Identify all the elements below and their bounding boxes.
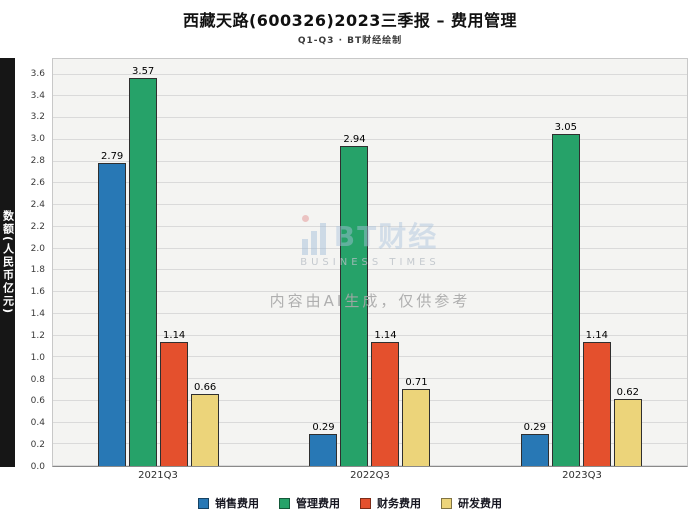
y-tick-label: 0.8 — [30, 374, 45, 385]
y-tick-label: 1.0 — [30, 352, 45, 363]
bar-value-label: 2.94 — [343, 134, 366, 146]
legend-swatch — [279, 497, 290, 509]
gridline — [53, 138, 687, 140]
bar: 0.62 — [613, 387, 642, 466]
gridline — [53, 73, 687, 75]
legend-label: 财务费用 — [377, 497, 421, 510]
gridline — [53, 291, 687, 293]
legend: 销售费用 管理费用 财务费用 研发费用 — [0, 495, 700, 511]
bar-value-label: 0.29 — [523, 422, 546, 434]
x-tick-label: 2021Q3 — [138, 470, 178, 481]
y-tick-label: 1.8 — [30, 265, 45, 276]
bar-value-label: 0.71 — [405, 376, 428, 388]
gridline — [53, 378, 687, 380]
bar-value-label: 1.14 — [374, 330, 397, 342]
plot-area: 2.79 3.57 1.14 0.66 0.29 2.94 1.14 0.71 0.29 3.05… — [52, 58, 688, 467]
bar-value-label: 3.05 — [554, 122, 577, 134]
bar-value-label: 0.66 — [194, 382, 217, 394]
y-tick-label: 2.8 — [30, 156, 45, 167]
x-axis-ticks: 2021Q3 2022Q3 2023Q3 — [52, 470, 688, 481]
bar-value-label: 2.79 — [101, 150, 124, 162]
bar: 3.57 — [129, 66, 158, 466]
y-tick-label: 1.2 — [30, 330, 45, 341]
y-tick-label: 3.4 — [30, 90, 45, 101]
bar-group: 2.79 3.57 1.14 0.66 — [53, 59, 264, 466]
bar: 1.14 — [160, 330, 189, 466]
gridline — [53, 160, 687, 162]
gridline — [53, 204, 687, 206]
gridline — [53, 421, 687, 423]
y-axis-ticks: 0.0 0.2 0.4 0.6 0.8 1.0 1.2 1.4 1.6 1.8 2.0 2.2 2.4 2… — [16, 58, 49, 472]
legend-label: 销售费用 — [215, 497, 259, 510]
bar-group: 0.29 2.94 1.14 0.71 — [264, 59, 475, 466]
bar-value-label: 0.29 — [312, 422, 335, 434]
gridline — [53, 356, 687, 358]
x-tick-label: 2023Q3 — [562, 470, 602, 481]
bar: 0.66 — [191, 382, 220, 466]
gridline — [53, 443, 687, 445]
y-tick-label: 1.6 — [30, 287, 45, 298]
gridline — [53, 465, 687, 466]
bar-value-label: 3.57 — [132, 65, 155, 77]
gridline — [53, 312, 687, 314]
y-tick-label: 2.4 — [30, 199, 45, 210]
gridline — [53, 269, 687, 271]
legend-item: 财务费用 — [360, 495, 421, 511]
y-tick-label: 3.2 — [30, 112, 45, 123]
y-tick-label: 2.2 — [30, 221, 45, 232]
y-tick-label: 0.2 — [30, 440, 45, 451]
y-tick-label: 1.4 — [30, 309, 45, 320]
bar: 0.29 — [520, 422, 549, 466]
bar: 3.05 — [551, 122, 580, 466]
bar: 0.29 — [309, 422, 338, 466]
gridline — [53, 225, 687, 227]
y-tick-label: 2.0 — [30, 243, 45, 254]
bar-groups: 2.79 3.57 1.14 0.66 0.29 2.94 1.14 0.71 0.29 3.05… — [53, 59, 687, 466]
legend-swatch — [198, 497, 209, 509]
y-tick-label: 0.4 — [30, 418, 45, 429]
y-tick-label: 3.0 — [30, 134, 45, 145]
legend-label: 管理费用 — [296, 497, 340, 510]
y-tick-label: 2.6 — [30, 177, 45, 188]
x-tick-label: 2022Q3 — [350, 470, 390, 481]
y-axis-label: 数额(人民币亿元) — [1, 209, 15, 316]
legend-label: 研发费用 — [458, 497, 502, 510]
bar-value-label: 1.14 — [585, 330, 608, 342]
chart-title: 西藏天路(600326)2023三季报 – 费用管理 — [182, 11, 518, 30]
bar: 2.79 — [98, 151, 127, 466]
bar: 1.14 — [371, 330, 400, 466]
chart-subtitle: Q1-Q3 · BT财经绘制 — [297, 36, 403, 46]
bar-group: 0.29 3.05 1.14 0.62 — [476, 59, 687, 466]
gridline — [53, 95, 687, 97]
bar: 2.94 — [340, 134, 369, 466]
y-tick-label: 0.0 — [30, 462, 45, 472]
gridline — [53, 399, 687, 401]
y-axis-label-strip: 数额(人民币亿元) — [0, 58, 15, 467]
legend-item: 研发费用 — [441, 495, 502, 511]
gridline — [53, 182, 687, 184]
bar-value-label: 0.62 — [616, 386, 639, 398]
bar-value-label: 1.14 — [163, 330, 186, 342]
legend-swatch — [441, 497, 452, 509]
gridline — [53, 117, 687, 119]
legend-item: 销售费用 — [198, 495, 259, 511]
bar: 1.14 — [582, 330, 611, 466]
bar: 0.71 — [402, 377, 431, 466]
legend-item: 管理费用 — [279, 495, 340, 511]
y-tick-label: 3.6 — [30, 68, 45, 79]
legend-swatch — [360, 497, 371, 509]
y-tick-label: 0.6 — [30, 396, 45, 407]
gridline — [53, 334, 687, 336]
gridline — [53, 247, 687, 249]
